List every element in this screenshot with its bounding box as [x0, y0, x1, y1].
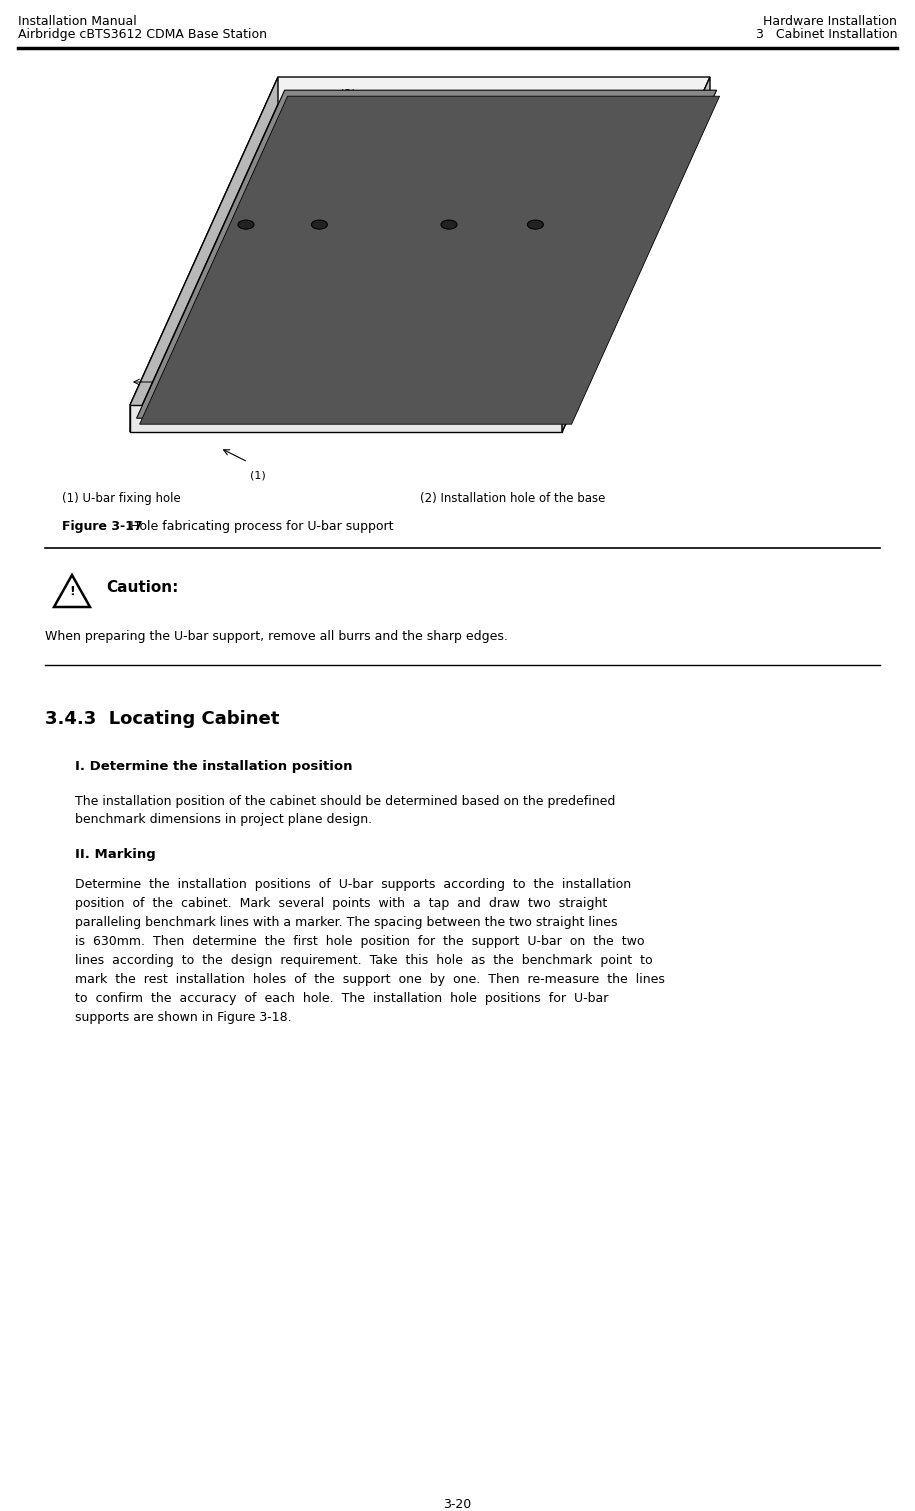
Ellipse shape [527, 221, 544, 230]
Polygon shape [130, 405, 562, 432]
Text: The installation position of the cabinet should be determined based on the prede: The installation position of the cabinet… [75, 795, 616, 808]
Text: benchmark dimensions in project plane design.: benchmark dimensions in project plane de… [75, 813, 372, 827]
Text: Caution:: Caution: [106, 580, 178, 595]
Polygon shape [130, 77, 710, 405]
Text: Hardware Installation: Hardware Installation [763, 15, 897, 29]
Ellipse shape [441, 221, 457, 230]
Text: φ13: φ13 [358, 183, 377, 193]
Text: Airbridge cBTS3612 CDMA Base Station: Airbridge cBTS3612 CDMA Base Station [18, 29, 267, 41]
Text: (1): (1) [250, 470, 265, 480]
Text: lines  according  to  the  design  requirement.  Take  this  hole  as  the  benc: lines according to the design requiremen… [75, 953, 652, 967]
Text: mark  the  rest  installation  holes  of  the  support  one  by  one.  Then  re‑: mark the rest installation holes of the … [75, 973, 665, 987]
Text: 1200: 1200 [385, 310, 411, 332]
Text: 520: 520 [176, 373, 194, 382]
Text: Determine  the  installation  positions  of  U‑bar  supports  according  to  the: Determine the installation positions of … [75, 878, 631, 891]
Text: Installation Manual: Installation Manual [18, 15, 136, 29]
Polygon shape [140, 97, 719, 425]
Polygon shape [130, 77, 278, 432]
Text: I. Determine the installation position: I. Determine the installation position [75, 760, 352, 774]
Polygon shape [562, 77, 710, 432]
Text: φ14: φ14 [373, 240, 392, 251]
Text: 25: 25 [199, 311, 215, 328]
Polygon shape [54, 576, 90, 607]
Text: !: ! [70, 585, 75, 598]
Text: to  confirm  the  accuracy  of  each  hole.  The  installation  hole  positions : to confirm the accuracy of each hole. Th… [75, 993, 608, 1005]
Polygon shape [130, 104, 710, 432]
Text: (2) Installation hole of the base: (2) Installation hole of the base [420, 493, 606, 505]
Text: (2): (2) [340, 88, 356, 98]
Text: is  630mm.  Then  determine  the  first  hole  position  for  the  support  U‑ba: is 630mm. Then determine the first hole … [75, 935, 644, 947]
Text: Figure 3-17: Figure 3-17 [62, 520, 143, 533]
Text: paralleling benchmark lines with a marker. The spacing between the two straight : paralleling benchmark lines with a marke… [75, 916, 618, 929]
Ellipse shape [311, 221, 328, 230]
Text: Hole fabricating process for U-bar support: Hole fabricating process for U-bar suppo… [125, 520, 393, 533]
Text: 3.4.3  Locating Cabinet: 3.4.3 Locating Cabinet [45, 710, 279, 728]
Text: 2400: 2400 [390, 329, 415, 354]
Text: II. Marking: II. Marking [75, 848, 156, 861]
Text: supports are shown in Figure 3‑18.: supports are shown in Figure 3‑18. [75, 1011, 292, 1024]
Polygon shape [136, 91, 716, 419]
Text: 3   Cabinet Installation: 3 Cabinet Installation [756, 29, 897, 41]
Ellipse shape [238, 221, 254, 230]
Text: 3000: 3000 [395, 351, 421, 373]
Text: 3-20: 3-20 [443, 1497, 471, 1511]
Text: position  of  the  cabinet.  Mark  several  points  with  a  tap  and  draw  two: position of the cabinet. Mark several po… [75, 898, 608, 910]
Text: (1) U-bar fixing hole: (1) U-bar fixing hole [62, 493, 181, 505]
Text: When preparing the U-bar support, remove all burrs and the sharp edges.: When preparing the U-bar support, remove… [45, 630, 508, 644]
